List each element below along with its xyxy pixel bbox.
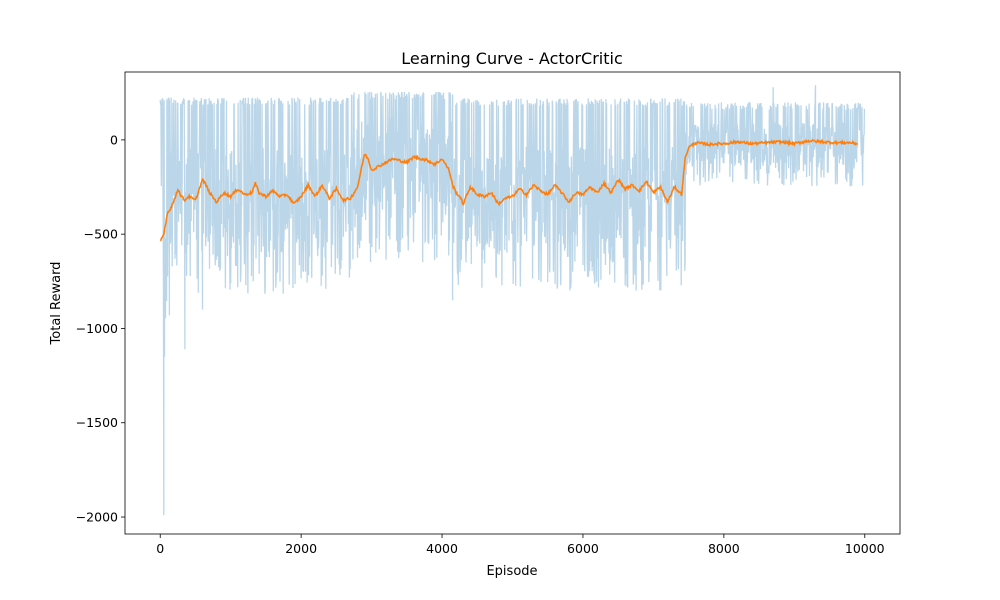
plot-frame <box>124 71 901 535</box>
y-axis-label: Total Reward <box>49 262 64 346</box>
plot-area: 0 2000 4000 6000 8000 10000 −2000 −1500 −1000 −50… <box>76 71 901 556</box>
y-tick-label: 0 <box>110 132 118 147</box>
y-tick-label: −1000 <box>76 321 118 336</box>
y-tick-label: −1500 <box>76 415 118 430</box>
x-tick-label: 4000 <box>426 541 458 556</box>
y-tick-label: −2000 <box>76 510 118 525</box>
x-tick-label: 0 <box>156 541 164 556</box>
raw-reward-series-line <box>159 85 866 516</box>
x-tick-label: 6000 <box>567 541 599 556</box>
x-tick-label: 2000 <box>285 541 317 556</box>
x-tick-label: 10000 <box>845 541 885 556</box>
chart-title: Learning Curve - ActorCritic <box>401 49 623 68</box>
y-tick-label: −500 <box>84 227 118 242</box>
moving-average-series-line <box>159 138 858 242</box>
x-tick-label: 8000 <box>708 541 740 556</box>
x-axis-label: Episode <box>486 564 537 579</box>
